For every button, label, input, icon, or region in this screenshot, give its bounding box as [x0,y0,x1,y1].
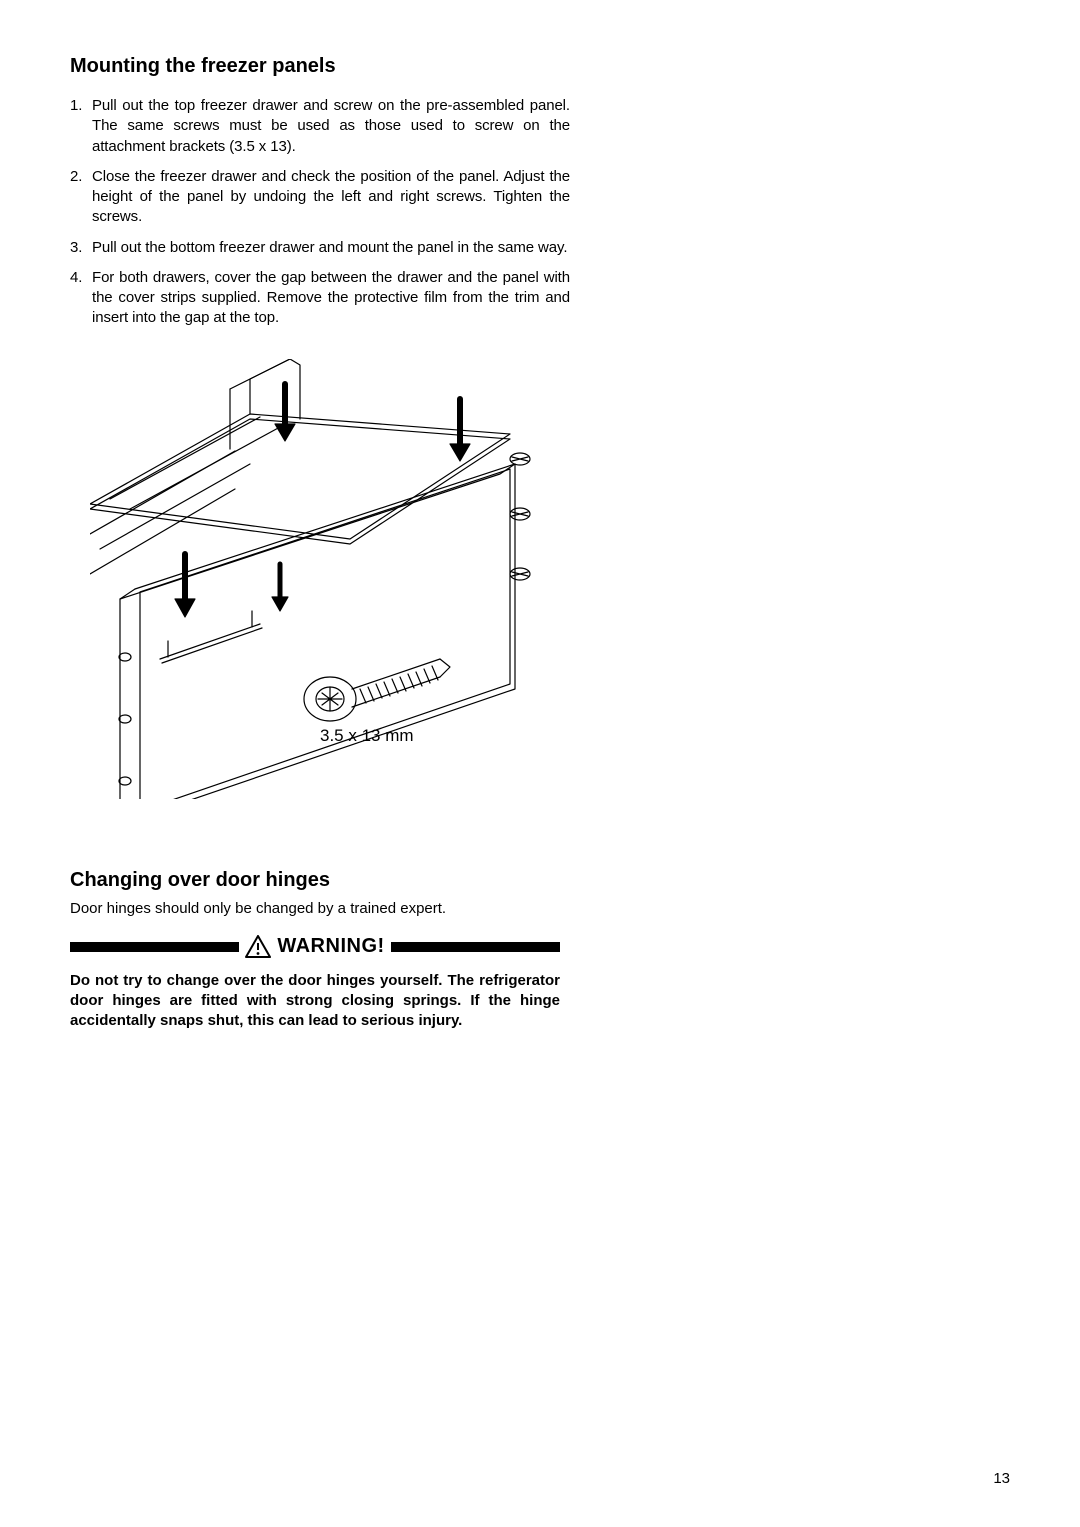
step-item: For both drawers, cover the gap between … [70,268,570,329]
banner-bar-left [70,942,239,952]
hinges-intro-text: Door hinges should only be changed by a … [70,900,570,917]
warning-triangle-icon [245,935,271,959]
page-number: 13 [993,1470,1010,1487]
step-item: Pull out the top freezer drawer and scre… [70,96,570,157]
section-title-hinges: Changing over door hinges [70,869,570,892]
step-item: Pull out the bottom freezer drawer and m… [70,238,570,258]
mounting-diagram: 3.5 x 13 mm [70,359,570,799]
banner-bar-right [391,942,560,952]
screw-size-label: 3.5 x 13 mm [320,726,414,746]
step-item: Close the freezer drawer and check the p… [70,167,570,228]
warning-banner: WARNING! [70,935,560,959]
warning-body-text: Do not try to change over the door hinge… [70,971,560,1032]
section-title-mounting: Mounting the freezer panels [70,55,570,78]
mounting-steps-list: Pull out the top freezer drawer and scre… [70,96,570,329]
warning-label: WARNING! [277,935,384,958]
